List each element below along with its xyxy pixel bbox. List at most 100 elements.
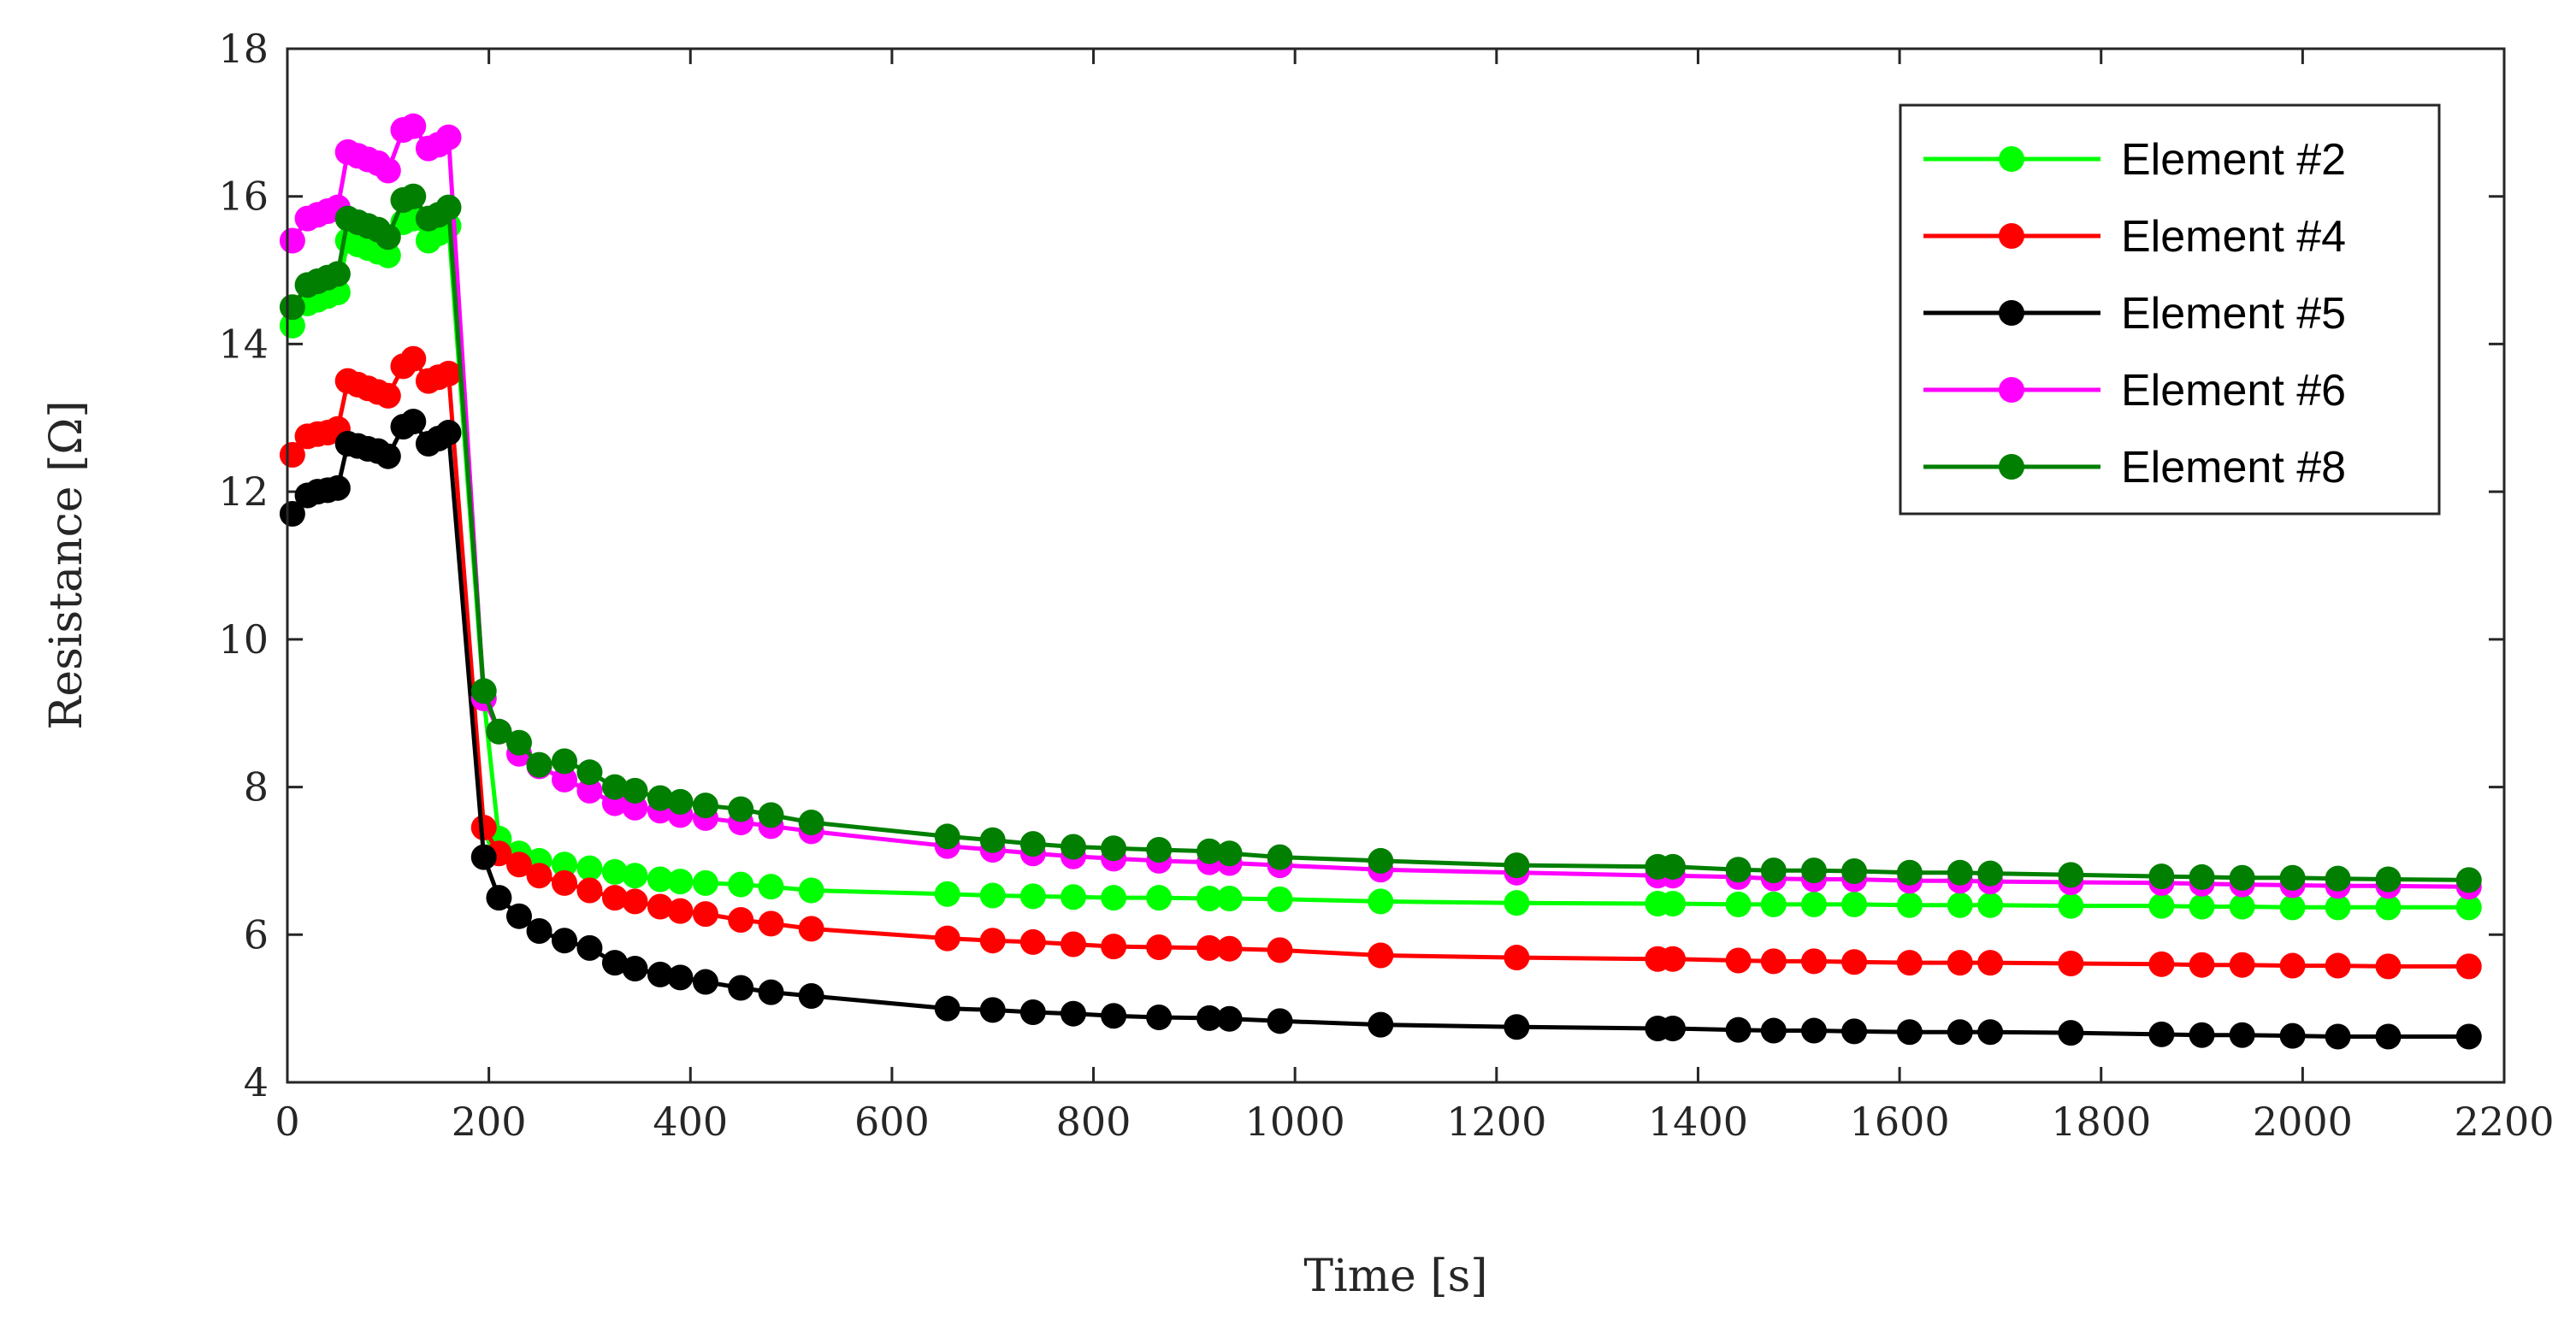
- data-point-element-8: [526, 751, 552, 778]
- data-point-element-8: [375, 224, 401, 250]
- x-tick-label: 400: [653, 1099, 728, 1145]
- data-point-element-5: [279, 501, 305, 527]
- data-point-element-5: [470, 844, 497, 870]
- data-point-element-4: [435, 360, 462, 386]
- data-point-element-5: [728, 975, 754, 1001]
- data-point-element-8: [279, 294, 305, 321]
- data-point-element-4: [1146, 934, 1173, 960]
- y-tick-label: 8: [244, 764, 269, 810]
- data-point-element-2: [601, 858, 628, 885]
- y-tick-label: 6: [244, 911, 269, 958]
- data-point-element-2: [622, 863, 648, 889]
- data-point-element-5: [1019, 999, 1046, 1025]
- data-point-element-8: [486, 718, 512, 745]
- x-tick-label: 0: [275, 1099, 299, 1145]
- data-point-element-8: [1368, 847, 1394, 874]
- data-point-element-4: [1504, 945, 1530, 971]
- data-point-element-4: [470, 815, 497, 841]
- data-point-element-2: [798, 877, 824, 904]
- x-tick-label: 1000: [1245, 1099, 1345, 1145]
- data-point-element-4: [1216, 935, 1243, 962]
- data-point-element-5: [798, 982, 824, 1009]
- data-point-element-8: [2189, 863, 2215, 890]
- data-point-element-5: [1896, 1019, 1923, 1046]
- data-point-element-8: [1267, 844, 1293, 870]
- data-point-element-4: [1101, 934, 1127, 960]
- data-point-element-5: [375, 443, 401, 469]
- data-point-element-8: [1725, 857, 1752, 883]
- data-point-element-8: [1146, 836, 1173, 863]
- data-point-element-5: [1660, 1015, 1686, 1041]
- data-point-element-2: [647, 866, 673, 893]
- data-point-element-8: [1216, 840, 1243, 867]
- data-point-element-8: [1504, 852, 1530, 879]
- data-point-element-4: [979, 928, 1006, 954]
- data-point-element-6: [435, 124, 462, 150]
- data-point-element-8: [2279, 864, 2306, 891]
- data-point-element-8: [1060, 834, 1086, 860]
- data-point-element-2: [552, 852, 577, 878]
- data-point-element-8: [1101, 835, 1127, 862]
- y-tick-label: 18: [218, 26, 269, 72]
- data-point-element-5: [2189, 1022, 2215, 1048]
- data-point-element-4: [934, 925, 960, 952]
- legend: Element #2 Element #4 Element #5 Element #6…: [1899, 103, 2441, 516]
- y-tick-label: 12: [218, 468, 269, 515]
- data-point-element-5: [2148, 1021, 2175, 1047]
- data-point-element-4: [576, 877, 603, 904]
- data-point-element-4: [552, 869, 577, 896]
- y-tick-label: 16: [218, 174, 269, 220]
- legend-marker: [1999, 223, 2024, 249]
- data-point-element-5: [1947, 1019, 1973, 1046]
- data-point-element-5: [1146, 1005, 1173, 1031]
- data-point-element-5: [1368, 1011, 1394, 1038]
- data-point-element-5: [1725, 1017, 1752, 1043]
- data-point-element-5: [1196, 1005, 1223, 1031]
- data-point-element-4: [2189, 952, 2215, 978]
- data-point-element-2: [2455, 894, 2482, 921]
- data-point-element-2: [1101, 885, 1127, 911]
- data-point-element-8: [667, 788, 694, 815]
- data-point-element-8: [2148, 863, 2175, 890]
- data-point-element-4: [2229, 952, 2255, 978]
- data-point-element-5: [2058, 1020, 2084, 1046]
- data-point-element-8: [505, 729, 532, 756]
- x-tick-label: 1600: [1850, 1099, 1950, 1145]
- data-point-element-2: [1267, 886, 1293, 912]
- y-axis-title: Resistance [Ω]: [41, 400, 92, 729]
- legend-item: Element #4: [1923, 212, 2346, 262]
- x-tick-label: 800: [1056, 1099, 1131, 1145]
- data-point-element-2: [1060, 884, 1086, 910]
- data-point-element-4: [505, 852, 532, 878]
- data-point-element-8: [400, 183, 427, 209]
- legend-label: Element #4: [2121, 212, 2346, 262]
- data-point-element-5: [1504, 1014, 1530, 1040]
- x-tick-label: 2000: [2253, 1099, 2353, 1145]
- data-point-element-8: [728, 796, 754, 822]
- data-point-element-4: [2455, 953, 2482, 980]
- data-point-element-8: [601, 774, 628, 800]
- data-point-element-5: [505, 903, 532, 929]
- data-point-element-2: [1760, 891, 1787, 917]
- data-point-element-5: [2229, 1022, 2255, 1048]
- legend-marker: [1999, 146, 2024, 172]
- x-tick-label: 600: [854, 1099, 930, 1145]
- data-point-element-5: [667, 964, 694, 991]
- legend-marker: [1999, 300, 2024, 326]
- data-point-element-8: [1896, 859, 1923, 886]
- legend-label: Element #6: [2121, 366, 2346, 415]
- data-point-element-4: [647, 893, 673, 920]
- data-point-element-5: [692, 969, 718, 995]
- data-point-element-2: [2058, 893, 2084, 919]
- data-point-element-8: [1760, 857, 1787, 884]
- data-point-element-8: [324, 261, 351, 287]
- data-point-element-2: [1019, 883, 1046, 910]
- series-layer: [279, 113, 2482, 1050]
- data-point-element-5: [1267, 1008, 1293, 1034]
- data-point-element-8: [1660, 853, 1686, 880]
- data-point-element-8: [1947, 859, 1973, 886]
- data-point-element-2: [1660, 891, 1686, 917]
- data-point-element-5: [552, 928, 577, 954]
- data-point-element-2: [1800, 891, 1827, 917]
- x-tick-label: 1800: [2051, 1099, 2151, 1145]
